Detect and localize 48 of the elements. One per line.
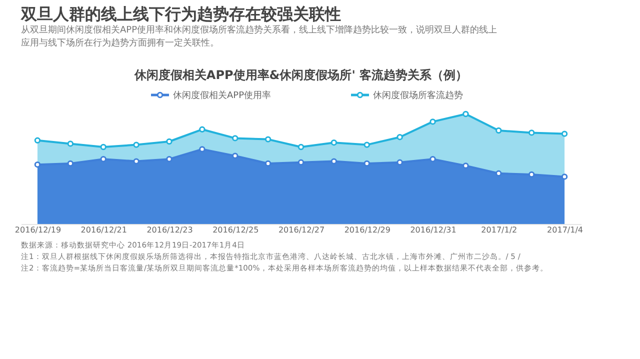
point [166, 138, 172, 145]
point [496, 127, 502, 134]
point [430, 118, 436, 125]
x-tick-label: 2016/12/31 [410, 226, 456, 234]
point [67, 160, 74, 167]
point [67, 140, 74, 147]
x-tick-label: 2016/12/25 [212, 226, 259, 234]
point [330, 140, 338, 146]
point [298, 144, 304, 150]
point [364, 160, 370, 167]
point [298, 159, 304, 166]
x-tick-label: 2016/12/27 [278, 226, 325, 234]
x-tick-label: 2017/1/4 [547, 226, 583, 234]
legend-label: 休闲度假相关APP使用率 [173, 90, 272, 101]
point [528, 171, 535, 178]
point [34, 137, 41, 144]
point [199, 146, 206, 152]
point [430, 156, 436, 162]
point [396, 159, 403, 166]
x-tick-label: 2016/12/19 [14, 226, 62, 234]
point [100, 156, 106, 162]
point [561, 130, 568, 137]
legend-label: 休闲度假场所客流趋势 [373, 90, 463, 101]
point [496, 170, 502, 176]
point [561, 174, 568, 180]
point [100, 144, 106, 150]
point [34, 162, 41, 168]
point [166, 156, 172, 162]
point [264, 136, 272, 142]
point [396, 134, 403, 140]
point [364, 142, 370, 148]
point [199, 126, 206, 132]
point [133, 142, 140, 148]
x-tick-label: 2016/12/21 [80, 226, 127, 234]
chart-title: 双旦人群的线上线下行为趋势存在较强关联性 [20, 4, 341, 24]
point [232, 135, 238, 142]
point [232, 152, 238, 159]
point [133, 158, 140, 164]
text: 休闲度假相关APP使用率&休闲度假场所' 客流趋势关系（例） [133, 68, 468, 82]
point [330, 158, 338, 164]
x-tick-label: 2016/12/23 [146, 226, 193, 234]
point [462, 162, 469, 169]
point [462, 110, 469, 118]
chart-subtitle: 从双旦期间休闲度假相关APP使用率和休闲度假场所客流趋势关系看，线上线下增降趋势比较一致，说明双旦人群的线上应用与线下场所在行为趋势方面拥有一定关联性。 [21, 24, 498, 48]
x-tick-label: 2017/1/2 [481, 226, 518, 234]
point [264, 160, 272, 167]
x-tick-label: 2016/12/29 [344, 226, 390, 234]
point [528, 130, 535, 136]
